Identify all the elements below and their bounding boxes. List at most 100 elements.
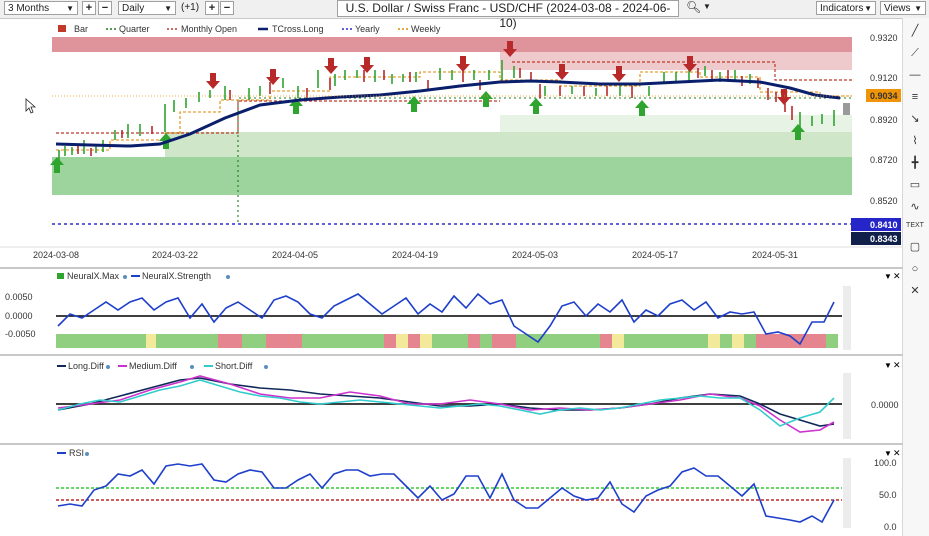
fib-icon[interactable]: ↘ xyxy=(910,113,920,125)
rectangle-icon[interactable]: ▢ xyxy=(909,241,921,253)
legend-item-neuralx-strength: NeuralX.Strength xyxy=(142,271,211,281)
channel-icon[interactable]: ≡ xyxy=(911,91,919,103)
legend-item-bar: Bar xyxy=(74,24,88,34)
date-tick: 2024-03-08 xyxy=(33,250,79,260)
neural-axis-tick: 0.0000 xyxy=(5,311,33,321)
collapse-icon[interactable]: ▼ xyxy=(884,449,892,458)
chevron-down-icon: ▼ xyxy=(864,4,872,13)
chevron-down-icon: ▼ xyxy=(914,4,922,13)
weekly-line xyxy=(56,71,852,151)
main-legend: Bar Quarter Monthly Open TCross.Long Yea… xyxy=(58,24,441,34)
neuralx-panel: NeuralX.Max NeuralX.Strength ▼ ✕ 0.0050 … xyxy=(5,271,901,350)
cross-icon[interactable]: ╋ xyxy=(911,157,919,169)
legend-item-long-diff: Long.Diff xyxy=(68,361,104,371)
date-tick: 2024-05-31 xyxy=(752,250,798,260)
chevron-down-icon[interactable]: ▼ xyxy=(703,2,711,11)
legend-item-medium-diff: Medium.Diff xyxy=(129,361,177,371)
price-badges: 0.9034 0.8410 0.8343 xyxy=(851,89,901,245)
offset-label: (+1) xyxy=(181,2,200,13)
circle-icon[interactable]: ○ xyxy=(911,263,919,275)
legend-item-monthly-open: Monthly Open xyxy=(181,24,237,34)
legend-item-neuralx-max: NeuralX.Max xyxy=(67,271,120,281)
diff-axis-tick: 0.0000 xyxy=(871,400,899,410)
collapse-icon[interactable]: ▼ xyxy=(884,361,892,370)
legend-item-rsi: RSI xyxy=(69,448,84,458)
current-price-badge xyxy=(866,89,901,102)
yearly-price-badge-text: 0.8410 xyxy=(870,220,898,230)
views-label: Views xyxy=(884,3,911,14)
zoom-out-button[interactable]: − xyxy=(98,1,112,15)
sell-arrows xyxy=(206,41,791,105)
indicators-button[interactable]: Indicators ▼ xyxy=(816,1,876,15)
neuralx-strength-line xyxy=(57,292,835,346)
price-tick: 0.9320 xyxy=(870,33,898,43)
legend-swatch xyxy=(57,273,64,279)
collapse-icon[interactable]: ▼ xyxy=(884,272,892,281)
neuralx-color-strip xyxy=(56,334,838,348)
diff-panel: Long.Diff Medium.Diff Short.Diff ▼ ✕ 0.0… xyxy=(56,360,901,439)
price-tick: 0.8920 xyxy=(870,115,898,125)
resistance-zone xyxy=(52,37,852,52)
date-tick: 2024-05-03 xyxy=(512,250,558,260)
hline-icon[interactable]: — xyxy=(909,69,921,81)
close-icon[interactable]: ✕ xyxy=(910,285,920,297)
price-axis: 0.9320 0.9120 0.8920 0.8720 0.8520 xyxy=(870,33,898,206)
offset-plus-button[interactable]: + xyxy=(205,1,219,15)
monthly-open-line-2 xyxy=(512,61,852,81)
range-select-label: 3 Months xyxy=(8,3,50,14)
low-price-badge-text: 0.8343 xyxy=(870,234,898,244)
rsi-line xyxy=(57,463,835,524)
price-tick: 0.9120 xyxy=(870,73,898,83)
legend-item-yearly: Yearly xyxy=(355,24,380,34)
symbol-title[interactable]: U.S. Dollar / Swiss Franc - USD/CHF (202… xyxy=(337,0,679,30)
yearly-price-badge xyxy=(851,218,901,231)
quarter-line xyxy=(237,97,852,222)
current-price-badge-text: 0.9034 xyxy=(870,91,898,101)
date-axis: 2024-03-08 2024-03-22 2024-04-05 2024-04… xyxy=(33,250,798,260)
legend-item-quarter: Quarter xyxy=(119,24,150,34)
long-diff-line xyxy=(57,377,835,427)
text-icon[interactable]: TEXT xyxy=(906,222,924,229)
offset-minus-button[interactable]: − xyxy=(220,1,234,15)
short-diff-line xyxy=(57,379,835,427)
tcross-long-line xyxy=(55,78,841,148)
date-tick: 2024-03-22 xyxy=(152,250,198,260)
wave-icon[interactable]: ∿ xyxy=(910,201,920,213)
neural-axis-tick: -0.0050 xyxy=(5,329,36,339)
date-tick: 2024-04-19 xyxy=(392,250,438,260)
legend-item-weekly: Weekly xyxy=(411,24,441,34)
close-icon[interactable]: ✕ xyxy=(893,360,901,370)
close-icon[interactable]: ✕ xyxy=(893,271,901,281)
pencil-icon[interactable]: ╱ xyxy=(911,25,919,37)
date-tick: 2024-04-05 xyxy=(272,250,318,260)
callout-icon[interactable]: ▭ xyxy=(909,179,921,191)
legend-swatch xyxy=(58,25,66,32)
chevron-down-icon: ▼ xyxy=(164,4,172,13)
line-icon[interactable]: ⟋ xyxy=(911,47,919,59)
range-select[interactable]: 3 Months ▼ xyxy=(4,1,78,15)
support-zone-1 xyxy=(165,132,852,157)
resistance-zone-2 xyxy=(500,52,852,70)
close-icon[interactable]: ✕ xyxy=(893,448,901,458)
chart-canvas[interactable]: 0.9320 0.9120 0.8920 0.8720 0.8520 0.903… xyxy=(0,0,903,536)
support-zone-2 xyxy=(52,157,852,195)
legend-item-tcross-long: TCross.Long xyxy=(272,24,324,34)
medium-diff-line xyxy=(57,375,835,433)
neural-axis-tick: 0.0050 xyxy=(5,292,33,302)
top-toolbar: 3 Months ▼ + − Daily ▼ (+1) + − U.S. Dolla… xyxy=(0,0,929,30)
chart-scrollbar[interactable] xyxy=(843,103,850,115)
drawing-tools-sidebar: ╱ ⟋ — ≡ ↘ ⌇ ╋ ▭ ∿ TEXT ▢ ○ ✕ xyxy=(902,18,929,536)
legend-item-short-diff: Short.Diff xyxy=(215,361,253,371)
views-button[interactable]: Views ▼ xyxy=(880,1,926,15)
low-price-badge xyxy=(851,232,901,245)
search-icon[interactable]: 🔍︎ xyxy=(686,0,702,14)
zoom-in-button[interactable]: + xyxy=(82,1,96,15)
interval-select[interactable]: Daily ▼ xyxy=(118,1,176,15)
support-zone-3 xyxy=(500,115,852,132)
rsi-axis-tick: 50.0 xyxy=(879,490,897,500)
rsi-axis-tick: 100.0 xyxy=(874,458,897,468)
indicators-label: Indicators xyxy=(820,3,864,14)
rsi-axis-tick: 0.0 xyxy=(884,522,897,532)
pitchfork-icon[interactable]: ⌇ xyxy=(912,135,918,147)
chevron-down-icon: ▼ xyxy=(66,4,74,13)
